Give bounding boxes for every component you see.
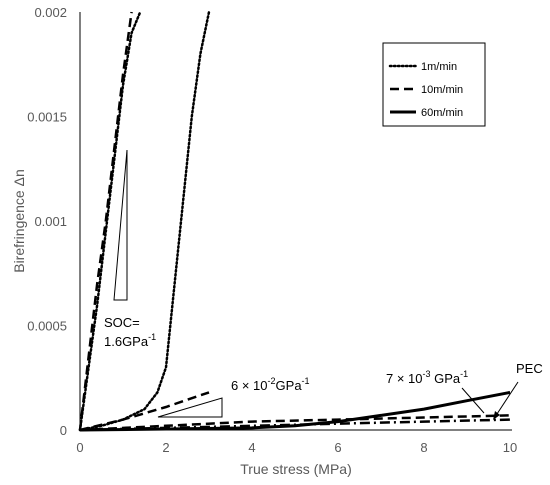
series-layer [78, 10, 511, 432]
legend: 1m/min 10m/min 60m/min [382, 42, 486, 127]
legend-items: 1m/min 10m/min 60m/min [388, 61, 463, 119]
mid-slope-exp: -2 [268, 376, 276, 386]
mid-slope-unit: GPa [276, 378, 303, 393]
mid-slope-sup: -1 [302, 376, 310, 386]
x-axis-title: True stress (MPa) [240, 461, 352, 477]
right-slope-sup: -1 [460, 369, 468, 379]
y-tick-label-1: 0.0005 [27, 319, 67, 334]
soc-slope-triangle [113, 149, 128, 301]
x-tick-label-3: 6 [334, 440, 341, 455]
pec-arrow [494, 381, 519, 418]
x-tick-label-2: 4 [248, 440, 255, 455]
legend-label-2: 10m/min [421, 84, 463, 96]
series-line-3 [79, 390, 511, 432]
x-tick-label-1: 2 [162, 440, 169, 455]
pec-label: PEC [516, 361, 543, 376]
series-line-4 [78, 10, 211, 432]
legend-label-1: 1m/min [421, 61, 457, 73]
x-tick-label-0: 0 [76, 440, 83, 455]
series-line-2 [78, 11, 133, 431]
soc-label-sup: -1 [148, 332, 156, 342]
right-slope-pointer [461, 387, 485, 414]
series-line-5 [79, 391, 210, 432]
right-slope-unit: GPa [431, 371, 461, 386]
x-tick-label-5: 10 [503, 440, 517, 455]
right-slope-label: 7 × 10-3 GPa-1 [386, 369, 468, 386]
mid-slope-triangle [157, 397, 223, 418]
y-axis-title: Birefringence Δn [11, 169, 27, 273]
y-tick-label-2: 0.001 [34, 214, 67, 229]
right-slope-exp: -3 [423, 369, 431, 379]
y-tick-label-0: 0 [60, 423, 67, 438]
series-line-6 [79, 414, 511, 432]
series-line-1 [78, 10, 142, 432]
soc-label-value: 1.6GPa [104, 334, 149, 349]
pec-arrowhead-icon [493, 411, 500, 420]
mid-slope-label: 6 × 10-2GPa-1 [231, 376, 310, 393]
y-tick-label-3: 0.0015 [27, 110, 67, 125]
soc-label-line2: 1.6GPa-1 [104, 332, 156, 349]
y-tick-label-4: 0.002 [34, 5, 67, 20]
right-slope-base: 7 × 10 [386, 371, 423, 386]
series-line-7 [79, 418, 511, 432]
soc-label-line1: SOC= [104, 315, 140, 330]
tick-labels: 0 2 4 6 8 10 0 0.0005 0.001 0.0015 0.002 [27, 5, 517, 455]
legend-label-3: 60m/min [421, 107, 463, 119]
x-tick-label-4: 8 [420, 440, 427, 455]
mid-slope-base: 6 × 10 [231, 378, 268, 393]
